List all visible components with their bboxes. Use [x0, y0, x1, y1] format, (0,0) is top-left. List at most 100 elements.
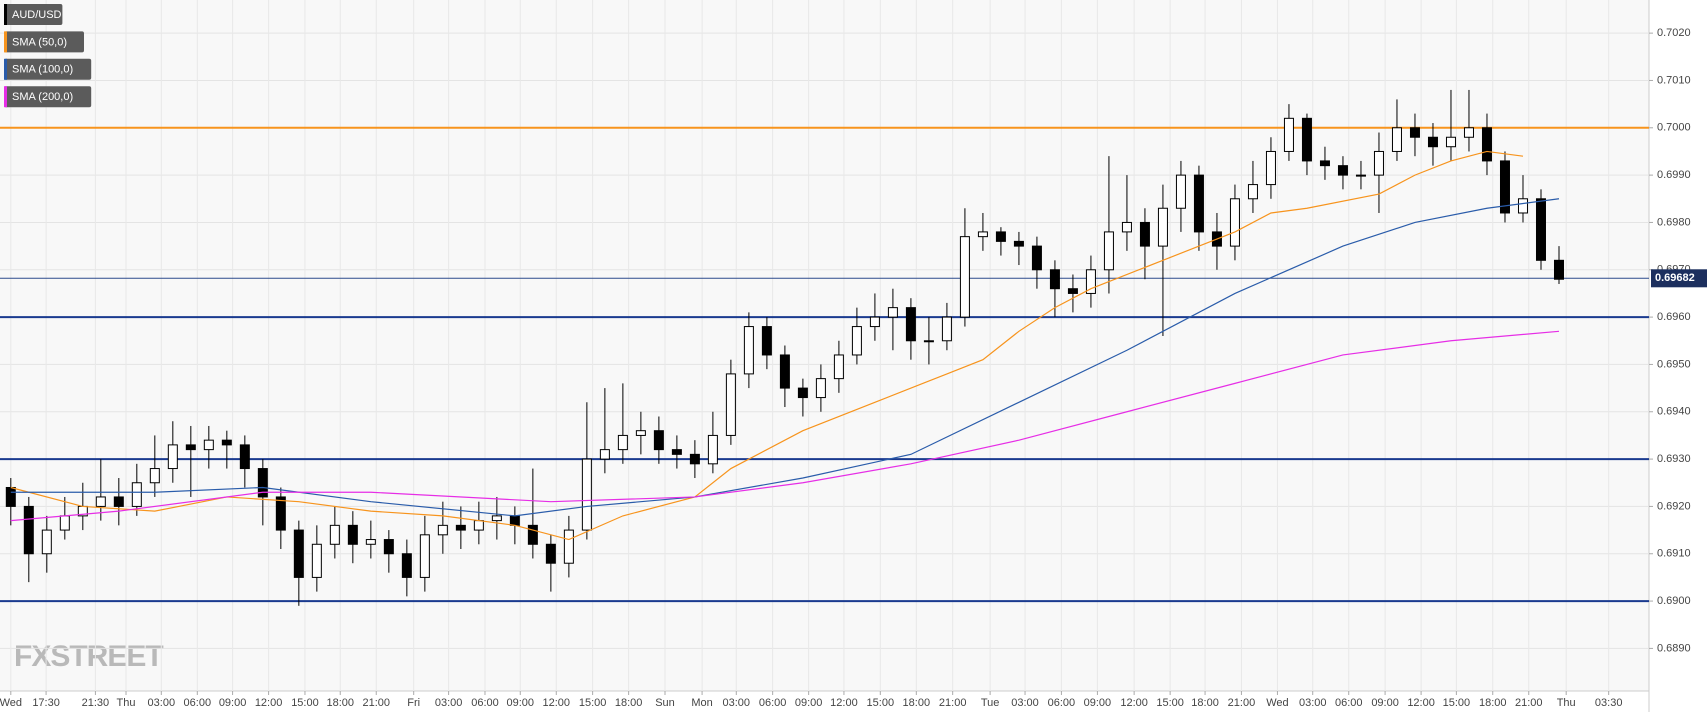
- x-tick-label: 18:00: [1479, 697, 1507, 709]
- candle-body: [869, 316, 880, 328]
- candle: [563, 515, 574, 578]
- candle-body: [1139, 221, 1150, 247]
- candle: [905, 298, 916, 360]
- candle: [1085, 255, 1096, 308]
- legend-label: SMA (100,0): [12, 64, 73, 76]
- y-tick-label: 0.6950: [1657, 358, 1691, 370]
- x-tick-label: 09:00: [1371, 697, 1399, 709]
- candle-body: [95, 496, 106, 507]
- candle-body: [1535, 198, 1546, 261]
- legend-box: [4, 31, 84, 53]
- x-tick-label: 12:00: [543, 697, 571, 709]
- sma-line: [10, 330, 1560, 522]
- candle-body: [815, 378, 826, 399]
- legend-box: [4, 4, 63, 25]
- candle-body: [383, 539, 394, 555]
- x-tick-label: 21:00: [1515, 697, 1543, 709]
- candle: [1373, 132, 1384, 213]
- candle-body: [1301, 117, 1312, 162]
- y-tick-label: 0.6920: [1657, 500, 1691, 512]
- candle: [1499, 151, 1510, 223]
- y-tick-label: 0.7020: [1657, 27, 1691, 39]
- candle-body: [851, 326, 862, 356]
- x-tick-label: Sun: [655, 697, 675, 709]
- x-tick-label: Wed: [0, 697, 22, 709]
- candle-body: [833, 354, 844, 380]
- x-tick-label: 15:00: [579, 697, 607, 709]
- candle-body: [527, 524, 538, 545]
- candle: [1265, 137, 1276, 199]
- x-tick-label: 17:30: [32, 697, 60, 709]
- y-tick-label: 0.6910: [1657, 548, 1691, 560]
- candle-body: [635, 430, 646, 436]
- candle-body: [473, 520, 484, 531]
- y-tick-label: 0.6980: [1657, 216, 1691, 228]
- x-tick-label: 15:00: [291, 697, 319, 709]
- candle-body: [887, 307, 898, 318]
- candle: [1193, 165, 1204, 251]
- candle: [401, 539, 412, 597]
- candle-body: [779, 354, 790, 389]
- x-tick-label: 03:00: [1299, 697, 1327, 709]
- candle: [113, 478, 124, 526]
- candle-body: [1229, 198, 1240, 247]
- candle-body: [455, 524, 466, 531]
- candle-body: [1067, 288, 1078, 294]
- candle-body: [743, 326, 754, 375]
- x-tick-label: 06:00: [1048, 697, 1076, 709]
- candle-body: [941, 316, 952, 342]
- x-tick-label: 06:00: [184, 697, 212, 709]
- candle-body: [545, 543, 556, 564]
- candle: [167, 421, 178, 483]
- candle-body: [1481, 127, 1492, 162]
- x-tick-label: 21:00: [939, 697, 967, 709]
- legend-box: [4, 58, 92, 80]
- y-tick-label: 0.6960: [1657, 311, 1691, 323]
- legend-swatch: [4, 31, 7, 53]
- candle: [1391, 99, 1402, 161]
- candle-body: [1031, 245, 1042, 271]
- candle: [239, 435, 250, 488]
- x-tick-label: 06:00: [471, 697, 499, 709]
- candle: [1103, 156, 1114, 294]
- candle-body: [617, 434, 628, 451]
- x-tick-label: 21:00: [362, 697, 390, 709]
- legend: AUD/USD SMA (50,0) SMA (100,0) SMA (200,0): [4, 4, 92, 108]
- candle-body: [761, 326, 772, 356]
- candle: [689, 440, 700, 479]
- y-tick-label: 0.6940: [1657, 406, 1691, 418]
- candle-body: [185, 444, 196, 451]
- legend-swatch: [4, 86, 7, 108]
- candle: [1553, 246, 1564, 284]
- candle: [1283, 104, 1294, 161]
- candle-body: [797, 387, 808, 399]
- legend-label: SMA (200,0): [12, 91, 73, 103]
- candle: [1535, 189, 1546, 270]
- candle: [1247, 160, 1258, 213]
- candle-body: [923, 340, 934, 343]
- candle: [833, 340, 844, 393]
- candle: [851, 307, 862, 365]
- candle-body: [41, 529, 52, 555]
- x-tick-label: 18:00: [1191, 697, 1219, 709]
- x-tick-label: Wed: [1266, 697, 1288, 709]
- candle-body: [1553, 259, 1564, 280]
- candle: [1481, 113, 1492, 176]
- x-tick-label: 12:00: [255, 697, 283, 709]
- x-tick-label: 18:00: [326, 697, 354, 709]
- candle: [545, 534, 556, 592]
- candle: [617, 383, 628, 464]
- candle-body: [1103, 231, 1114, 271]
- candle-body: [1265, 150, 1276, 186]
- legend-label: SMA (50,0): [12, 36, 67, 48]
- candle: [1355, 160, 1366, 190]
- candle-body: [293, 529, 304, 578]
- candle: [869, 293, 880, 341]
- x-tick-label: Thu: [1557, 697, 1576, 709]
- candle-body: [149, 468, 160, 484]
- candle: [941, 302, 952, 351]
- x-tick-label: 15:00: [867, 697, 895, 709]
- x-tick-label: 12:00: [1407, 697, 1435, 709]
